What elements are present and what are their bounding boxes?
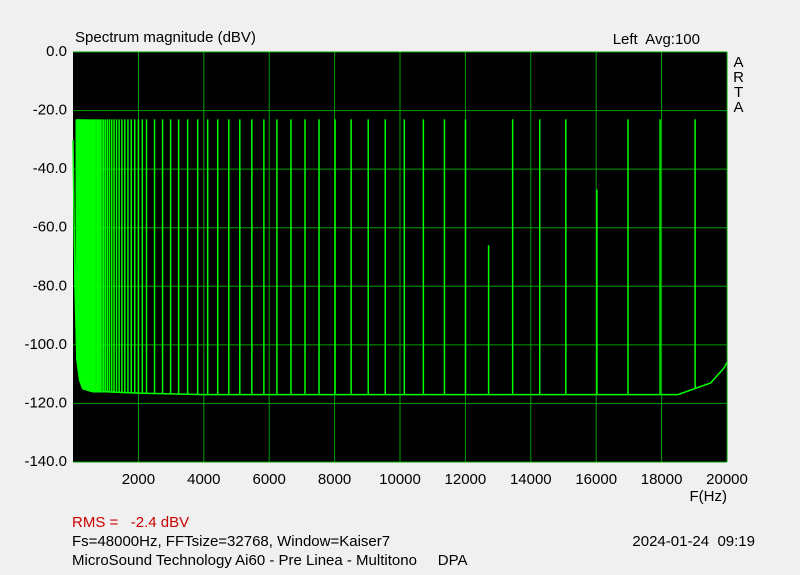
y-tick-label: -120.0 bbox=[24, 394, 67, 411]
device: MicroSound Technology Ai60 - Pre Linea -… bbox=[72, 552, 468, 569]
x-tick-label: 16000 bbox=[575, 471, 617, 488]
x-tick-label: 12000 bbox=[445, 471, 487, 488]
x-axis-label: F(Hz) bbox=[690, 488, 728, 505]
y-tick-label: -60.0 bbox=[33, 219, 67, 236]
y-tick-label: -140.0 bbox=[24, 453, 67, 470]
y-tick-label: -20.0 bbox=[33, 102, 67, 119]
x-tick-label: 10000 bbox=[379, 471, 421, 488]
brand-label: ARTA bbox=[730, 54, 747, 114]
x-tick-label: 2000 bbox=[122, 471, 155, 488]
x-tick-label: 6000 bbox=[253, 471, 286, 488]
settings: Fs=48000Hz, FFTsize=32768, Window=Kaiser… bbox=[72, 533, 390, 550]
x-tick-label: 14000 bbox=[510, 471, 552, 488]
rms-readout: RMS = -2.4 dBV bbox=[72, 514, 189, 531]
timestamp: 2024-01-24 09:19 bbox=[632, 533, 755, 550]
x-tick-label: 20000 bbox=[706, 471, 748, 488]
x-tick-label: 18000 bbox=[641, 471, 683, 488]
y-tick-label: -80.0 bbox=[33, 277, 67, 294]
y-tick-label: 0.0 bbox=[46, 43, 67, 60]
y-tick-label: -40.0 bbox=[33, 160, 67, 177]
y-tick-label: -100.0 bbox=[24, 336, 67, 353]
channel-label: Left Avg:100 bbox=[613, 31, 700, 48]
chart-title: Spectrum magnitude (dBV) bbox=[75, 29, 256, 46]
x-tick-label: 4000 bbox=[187, 471, 220, 488]
x-tick-label: 8000 bbox=[318, 471, 351, 488]
